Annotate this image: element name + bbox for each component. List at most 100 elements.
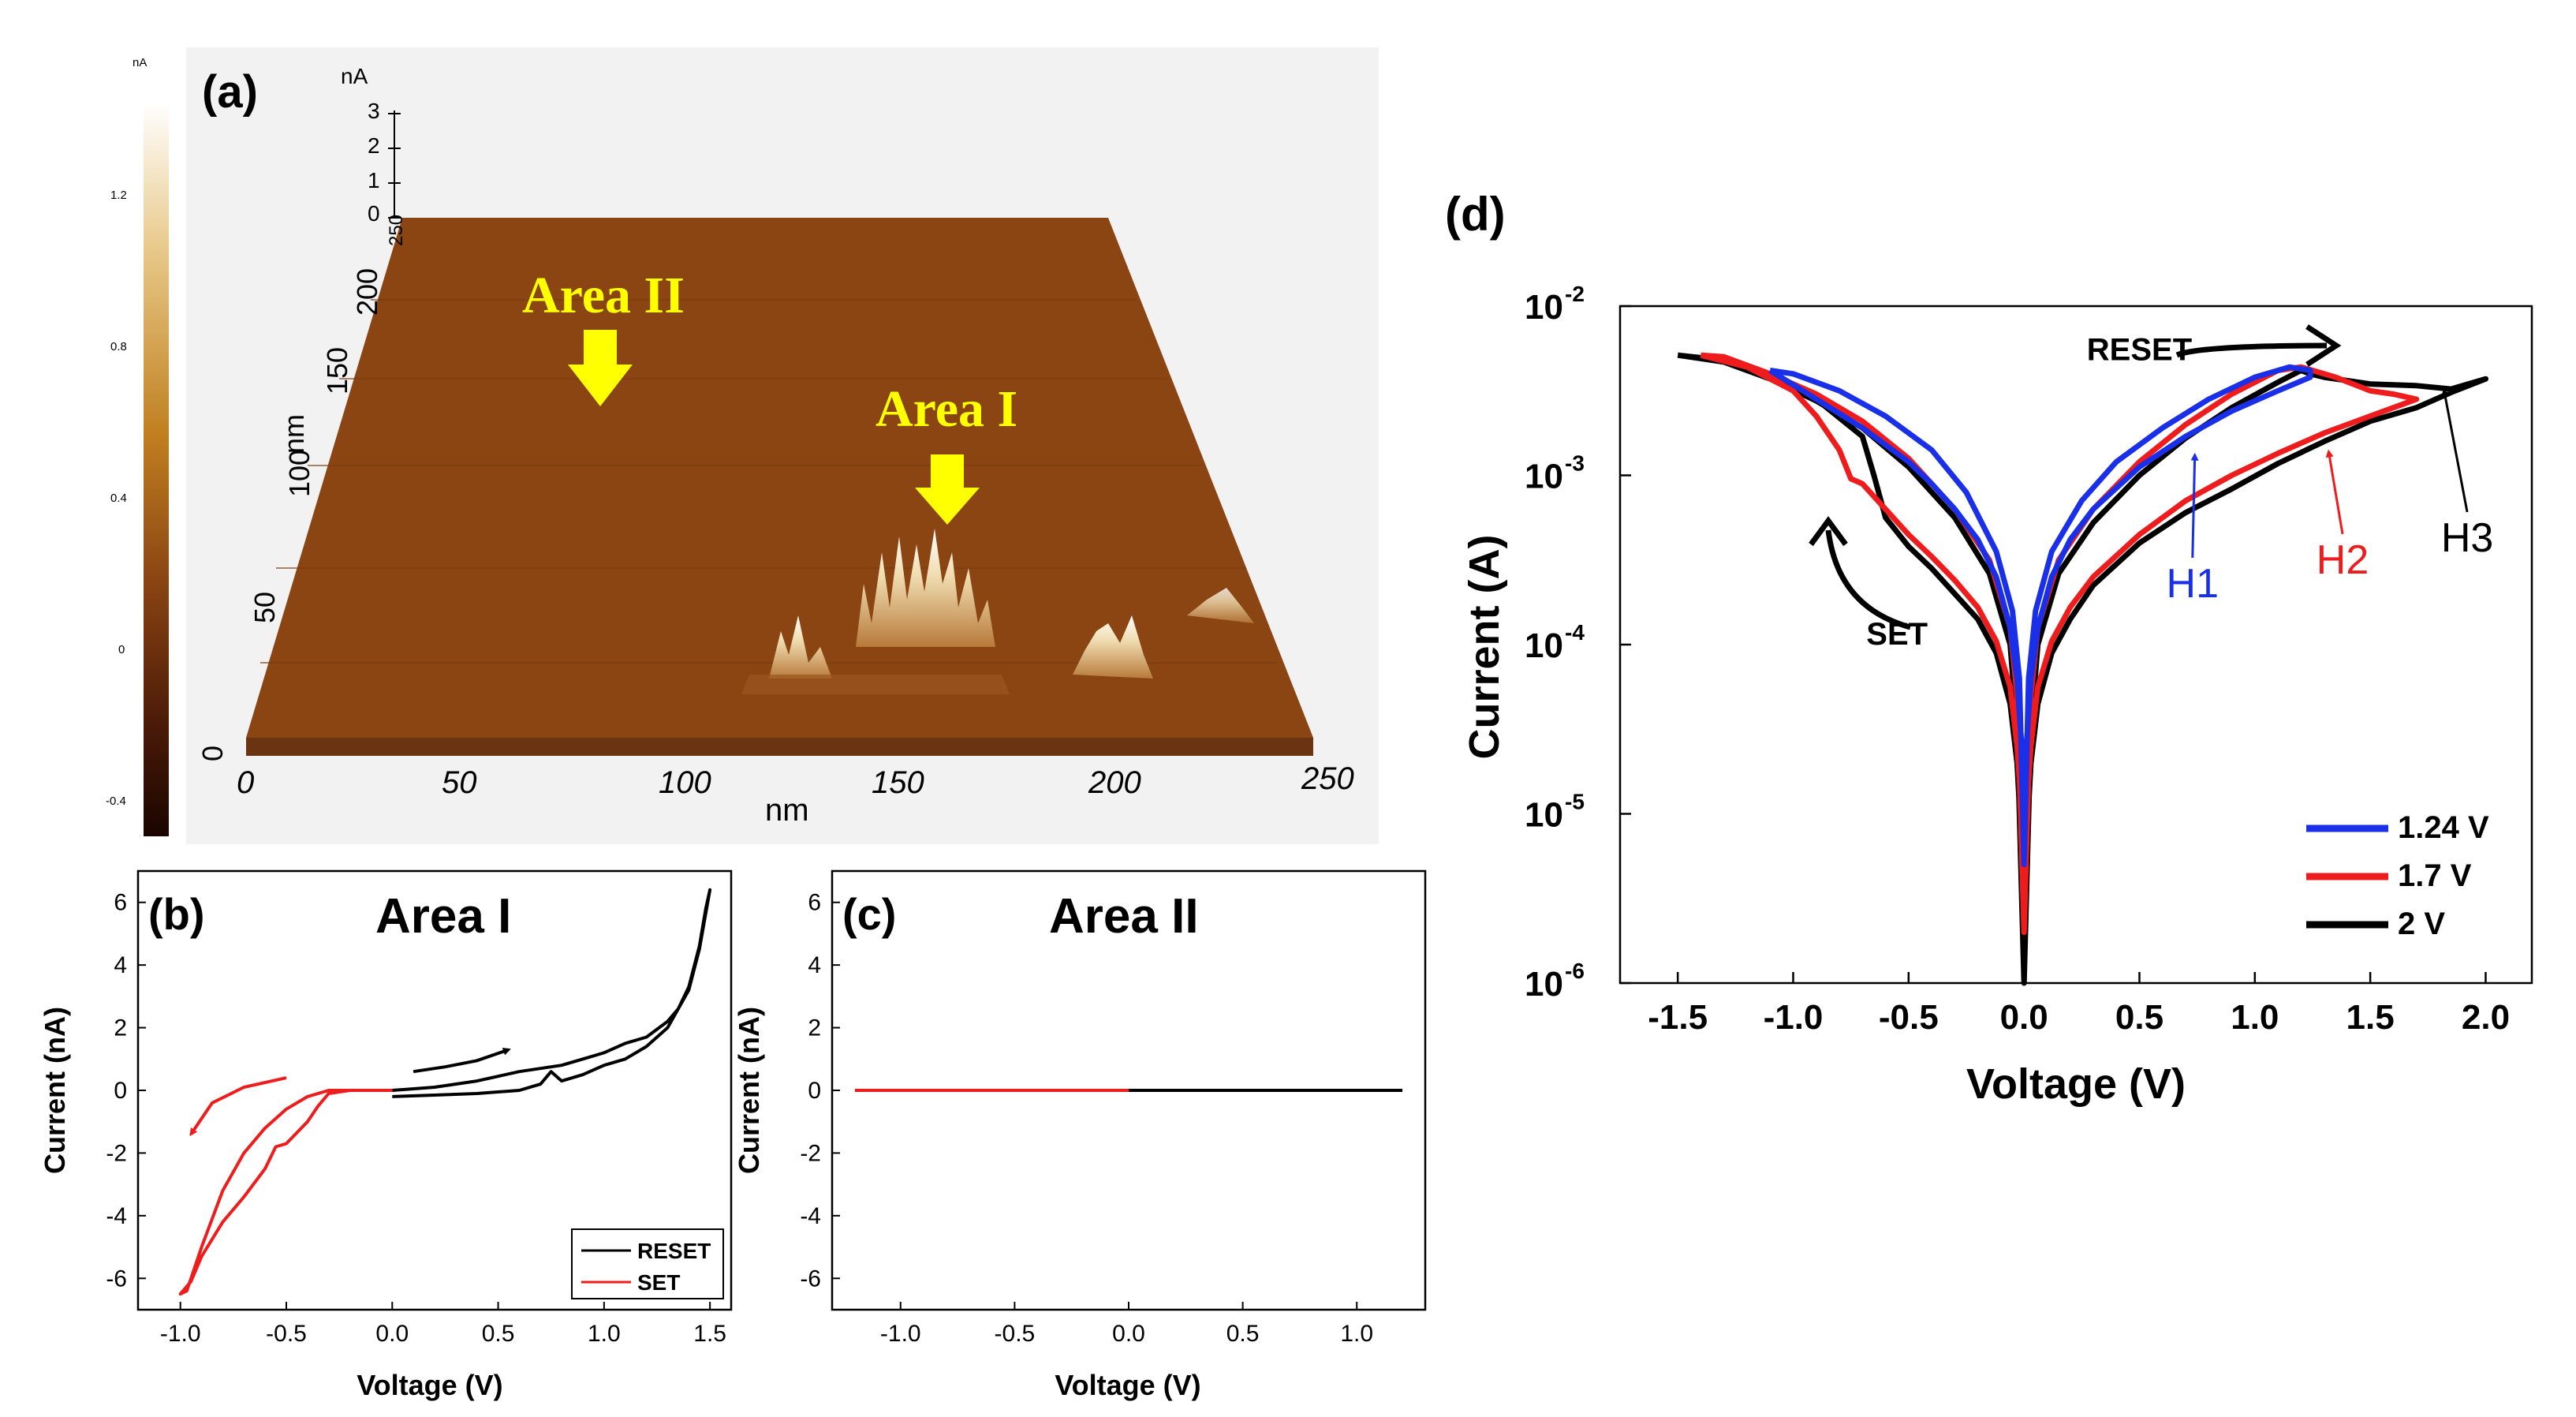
series-set-line: [178, 1089, 393, 1296]
panel-d: (d) Voltage (V) Current (A) -1.5 -1.0 -0.5…: [1445, 188, 2533, 1108]
y-tick: 200: [351, 268, 383, 316]
legend-label: 1.7 V: [2398, 858, 2472, 893]
legend: RESET SET: [571, 1228, 724, 1299]
y-tick-exponent: -5: [1565, 790, 1585, 814]
y-tick: 250: [386, 215, 407, 246]
reset-arrow-icon: [2175, 342, 2328, 358]
afm-surface: [246, 218, 1313, 738]
legend-label: RESET: [637, 1239, 711, 1263]
y-tick-label: -4: [800, 1203, 821, 1229]
x-tick-label: 0.0: [375, 1321, 409, 1347]
chart-title: Area Ι: [375, 889, 511, 944]
colorbar-tick: 0: [118, 643, 125, 656]
annotation-h2: H2: [2317, 537, 2369, 583]
z-tick: 3: [368, 99, 380, 123]
y-axis-label: Current (A): [1461, 535, 1508, 760]
panel-label-a: (a): [202, 66, 258, 118]
y-tick-label: -6: [800, 1266, 821, 1292]
x-tick: 250: [1301, 761, 1354, 796]
panel-a: nA 1.2 0.8 0.4 0 -0.4 (a): [106, 47, 1379, 844]
annotation-area-i: Area I: [875, 380, 1017, 438]
legend-label: SET: [637, 1270, 680, 1295]
x-tick-label: -1.5: [1648, 998, 1708, 1037]
colorbar-tick: 1.2: [110, 189, 127, 202]
direction-arrow-icon: [413, 1047, 511, 1074]
y-tick-label: 4: [114, 952, 127, 978]
y-tick-label: -4: [106, 1203, 127, 1229]
y-tick-label: 2: [808, 1015, 821, 1041]
legend-label: 2 V: [2398, 907, 2445, 941]
set-arrow-icon: [1825, 529, 1911, 630]
pointer-arrow-icon: [2190, 452, 2199, 558]
x-tick-label: -1.0: [160, 1321, 201, 1347]
series-reset-line: [392, 888, 712, 1098]
y-tick-label: 10: [1525, 288, 1563, 327]
y-axis-label: Current (nA): [39, 1007, 71, 1174]
y-tick-exponent: -3: [1565, 451, 1585, 476]
x-tick-label: 0.5: [1226, 1321, 1260, 1347]
direction-arrow-icon: [189, 1076, 287, 1137]
x-tick-label: 0.0: [1112, 1321, 1145, 1347]
x-tick: 150: [872, 765, 924, 800]
x-tick-label: -1.0: [880, 1321, 921, 1347]
y-tick-label: 0: [808, 1078, 821, 1104]
x-tick: 200: [1088, 765, 1141, 800]
x-tick: 0: [237, 765, 254, 800]
colorbar-tick: 0.4: [110, 492, 127, 505]
z-tick: 2: [368, 133, 380, 158]
panel-b: (b) Area Ι Voltage (V) Current (nA) -1.0…: [39, 869, 733, 1401]
annotation-h1: H1: [2167, 561, 2219, 607]
y-tick-label: 4: [808, 952, 821, 978]
y-tick-exponent: -4: [1565, 620, 1585, 645]
x-tick-label: 1.0: [2231, 998, 2279, 1037]
legend: 1.24 V 1.7 V 2 V: [2306, 810, 2489, 941]
afm-peaks: [741, 529, 1254, 694]
colorbar: [144, 103, 169, 836]
y-axis-label: Current (nA): [733, 1007, 765, 1174]
x-tick-label: 1.0: [588, 1321, 621, 1347]
x-tick-label: 0.5: [482, 1321, 515, 1347]
series-line: [1677, 352, 2488, 986]
pointer-arrow-icon: [2441, 388, 2469, 513]
z-tick: 1: [368, 168, 380, 193]
x-axis-label: Voltage (V): [1966, 1060, 2186, 1108]
x-tick-label: -0.5: [1879, 998, 1939, 1037]
x-tick-label: 1.5: [2346, 998, 2395, 1037]
x-axis-label: Voltage (V): [357, 1369, 502, 1401]
panel-label-d: (d): [1445, 188, 1506, 241]
x-tick: 100: [659, 765, 711, 800]
arrow-down-icon: [568, 330, 633, 406]
z-axis: [388, 110, 401, 219]
y-tick: 0: [196, 746, 229, 761]
colorbar-tick: -0.4: [106, 794, 126, 808]
x-tick: 50: [442, 765, 477, 800]
y-tick-exponent: -2: [1565, 282, 1585, 306]
y-tick-label: 6: [114, 890, 127, 916]
legend-label: 1.24 V: [2398, 810, 2489, 845]
annotation-h3: H3: [2441, 515, 2493, 561]
x-tick-label: -1.0: [1764, 998, 1824, 1037]
x-tick-label: 2.0: [2462, 998, 2510, 1037]
y-tick-label: 10: [1525, 458, 1563, 496]
pointer-arrow-icon: [2325, 449, 2344, 535]
x-tick-label: 0.5: [2115, 998, 2163, 1037]
colorbar-unit: nA: [133, 56, 147, 69]
y-tick-exponent: -6: [1565, 959, 1585, 983]
z-tick: 0: [368, 201, 380, 226]
x-axis-label: nm: [765, 793, 809, 828]
series-line: [1768, 364, 2313, 868]
y-tick-label: 10: [1525, 796, 1563, 835]
x-tick-label: -0.5: [266, 1321, 307, 1347]
y-tick-label: 2: [114, 1015, 127, 1041]
annotation-reset: RESET: [2087, 333, 2192, 368]
chart-title: Area ΙΙ: [1049, 889, 1199, 944]
y-tick-label: -2: [106, 1140, 127, 1166]
y-tick-label: -2: [800, 1140, 821, 1166]
y-tick-label: -6: [106, 1266, 127, 1292]
y-tick-label: 10: [1525, 626, 1563, 665]
reset-arrow-head-icon: [2305, 324, 2342, 367]
colorbar-tick: 0.8: [110, 340, 127, 353]
y-tick-label: 6: [808, 890, 821, 916]
x-tick-label: 0.0: [2000, 998, 2048, 1037]
